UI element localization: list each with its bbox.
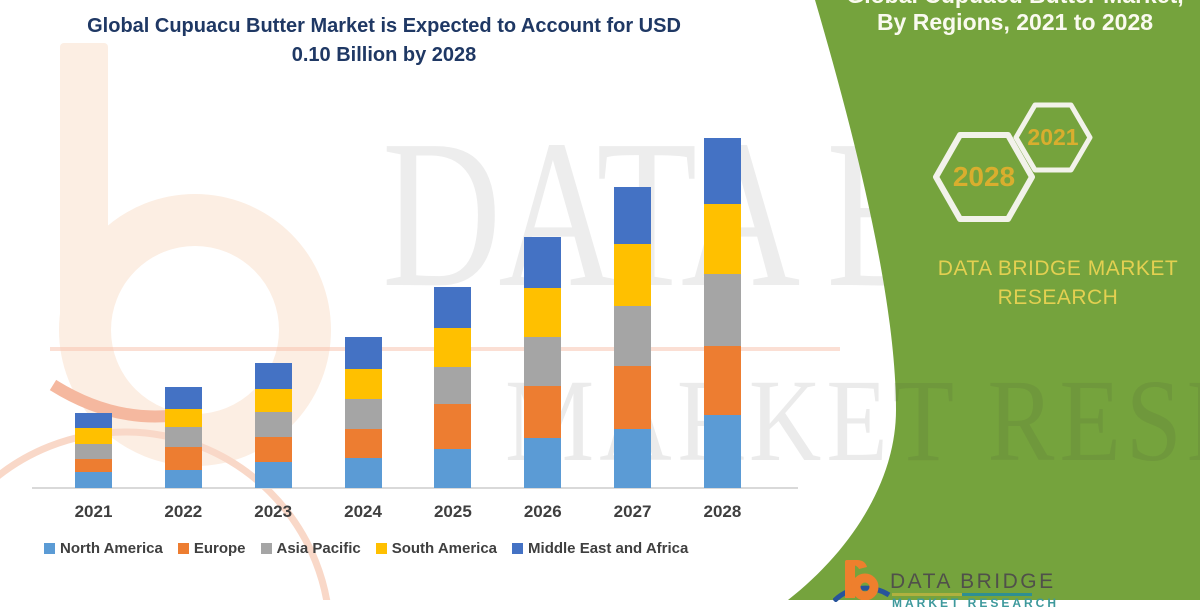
stacked-bar-2028 [703,138,741,488]
legend-swatch-icon [177,543,189,554]
legend-item-south-america: South America [375,540,498,557]
bar-segment-2023-north-america [254,462,292,488]
bar-segment-2028-north-america [703,415,741,488]
legend-item-asia-pacific: Asia Pacific [260,540,361,557]
x-axis-label-2027: 2027 [613,502,652,521]
bar-segment-2025-europe [434,404,472,449]
bar-segment-2026-middle-east-and-africa [524,237,562,288]
bar-segment-2022-south-america [164,409,202,427]
panel-brand-line2: RESEARCH [997,286,1119,309]
bar-segment-2022-north-america [164,470,202,488]
bar-segment-2028-asia-pacific [703,274,741,346]
legend-item-europe: Europe [177,540,246,557]
bar-segment-2026-north-america [524,438,562,488]
bar-segment-2026-europe [524,386,562,438]
bar-segment-2027-middle-east-and-africa [614,187,652,244]
legend-item-north-america: North America [44,540,163,557]
chart-title-line2: 0.10 Billion by 2028 [291,44,477,66]
bar-segment-2023-south-america [254,389,292,412]
panel-brand-line1: DATA BRIDGE MARKET [937,257,1179,280]
bar-segment-2024-asia-pacific [344,399,382,429]
legend-label: Europe [193,540,246,557]
x-axis-label-2022: 2022 [164,502,203,521]
bar-segment-2024-europe [344,429,382,458]
bar-segment-2027-asia-pacific [614,306,652,366]
hexagon-2021-label: 2021 [1027,124,1079,150]
legend-label: South America [391,540,498,557]
panel-subtitle: By Regions, 2021 to 2028 [876,9,1154,35]
stacked-bar-2027 [614,187,652,488]
bar-segment-2026-asia-pacific [524,337,562,386]
stacked-bar-2024 [344,337,382,488]
bar-segment-2022-europe [164,447,202,470]
hexagon-2028: 2028 [933,130,1035,224]
footer-brand-underline [892,593,1032,596]
hexagon-2021-outline [1013,102,1093,173]
legend-label: Middle East and Africa [528,540,689,557]
bar-segment-2023-europe [254,437,292,462]
bar-segment-2023-asia-pacific [254,412,292,437]
legend-swatch-icon [512,543,524,554]
x-axis-label-2025: 2025 [433,502,472,521]
bar-segment-2024-south-america [344,369,382,399]
footer-brand-text: DATA BRIDGE [890,570,1056,593]
bar-segment-2027-europe [614,366,652,429]
x-axis-label-2026: 2026 [523,502,562,521]
footer-logo-swoosh-icon [833,585,891,602]
stacked-bar-2026 [524,237,562,488]
stacked-bar-2023 [254,363,292,488]
chart-title-line1: Global Cupuacu Butter Market is Expected… [87,15,681,37]
legend-item-middle-east-and-africa: Middle East and Africa [512,540,688,557]
chart-title: Global Cupuacu Butter Market is Expected… [28,12,740,70]
bar-segment-2024-north-america [344,458,382,488]
bar-segment-2021-middle-east-and-africa [75,413,112,428]
stacked-bar-2021 [75,413,112,488]
bar-segment-2021-asia-pacific [75,444,112,459]
x-axis-label-2023: 2023 [254,502,293,521]
bar-segment-2025-south-america [434,328,472,367]
x-axis-line [32,487,798,489]
legend-label: North America [60,540,163,557]
legend-swatch-icon [375,543,387,554]
watermark-circle-arc [0,428,331,600]
legend-label: Asia Pacific [276,540,361,557]
bar-segment-2028-south-america [703,204,741,274]
bar-segment-2025-middle-east-and-africa [434,287,472,328]
bar-segment-2027-north-america [614,429,652,488]
hexagon-2028-outline [933,132,1035,222]
panel-brand-text: DATA BRIDGE MARKET RESEARCH [928,254,1188,312]
stacked-bar-2022 [164,387,202,488]
x-axis-label-2028: 2028 [703,502,742,521]
bar-segment-2027-south-america [614,244,652,306]
bar-segment-2022-middle-east-and-africa [164,387,202,409]
x-axis-label-2021: 2021 [74,502,113,521]
x-axis-label-2024: 2024 [344,502,382,521]
bar-segment-2024-middle-east-and-africa [344,337,382,369]
bar-segment-2021-south-america [75,428,112,444]
legend-swatch-icon [260,543,272,554]
legend-swatch-icon [44,543,55,554]
stacked-bar-2025 [434,287,472,488]
bar-segment-2023-middle-east-and-africa [254,363,292,389]
bar-segment-2025-north-america [434,449,472,488]
panel-clipped-title-line: Global Cupuacu Butter Market, [830,0,1200,9]
bar-segment-2026-south-america [524,288,562,337]
bar-segment-2028-europe [703,346,741,415]
footer-logo-b-icon [845,560,879,600]
footer-sub-text: MARKET RESEARCH [892,596,1060,610]
bar-segment-2028-middle-east-and-africa [703,138,741,204]
bar-segment-2021-europe [75,459,112,472]
hexagon-2021: 2021 [1013,101,1093,174]
bar-segment-2022-asia-pacific [164,427,202,447]
chart-legend: North America Europe Asia Pacific South Ame… [44,540,688,557]
bar-segment-2021-north-america [75,472,112,488]
hexagon-2028-label: 2028 [952,161,1016,192]
bar-segment-2025-asia-pacific [434,367,472,404]
